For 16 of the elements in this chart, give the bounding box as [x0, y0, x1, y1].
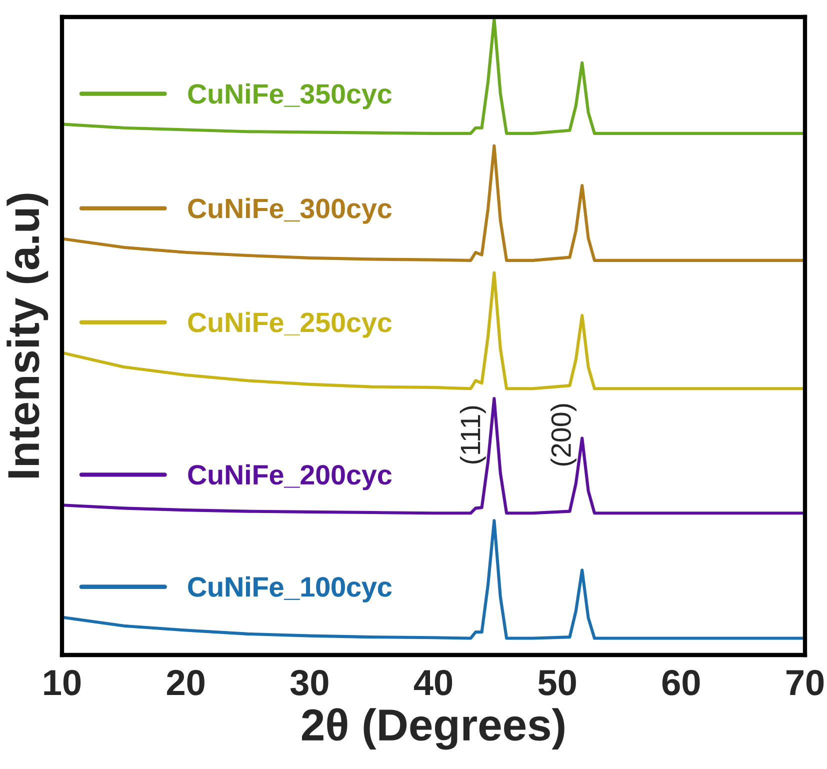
legend-label: CuNiFe_300cyc [188, 198, 392, 224]
x-tick-label: 50 [538, 670, 576, 696]
y-axis-title: Intensity (a.u) [6, 194, 48, 478]
x-axis-title: 2θ (Degrees) [302, 708, 564, 750]
legend-label: CuNiFe_350cyc [188, 83, 392, 110]
x-tick-label: 20 [167, 670, 204, 696]
x-tick-label: 10 [44, 670, 81, 696]
x-tick-label: 70 [786, 670, 824, 696]
legend-label: CuNiFe_100cyc [188, 576, 392, 602]
legend-label: CuNiFe_200cyc [188, 464, 392, 490]
x-tick-label: 30 [290, 670, 328, 696]
legend-label: CuNiFe_250cyc [188, 312, 392, 338]
annotation: (111) [460, 406, 486, 464]
x-tick-label: 40 [414, 670, 452, 696]
annotation: (200) [550, 404, 576, 466]
x-tick-label: 60 [662, 670, 700, 696]
